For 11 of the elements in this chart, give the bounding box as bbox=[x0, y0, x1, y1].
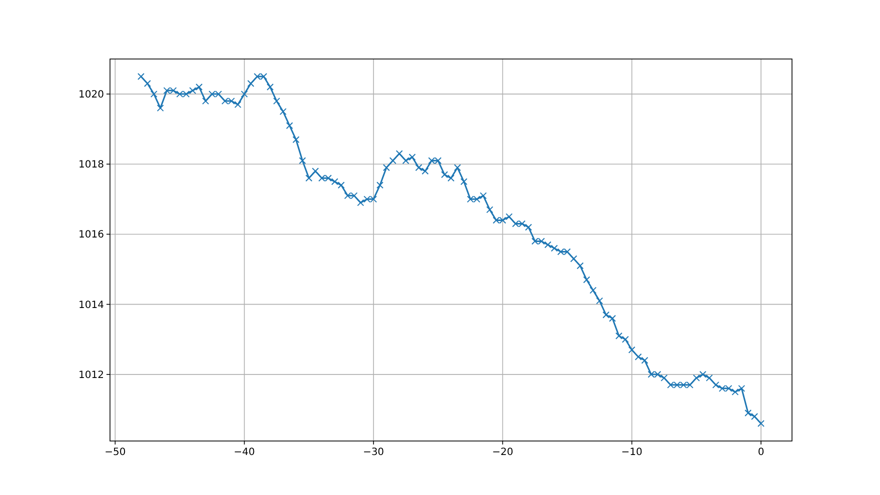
x-tick-label: −30 bbox=[362, 447, 384, 458]
x-tick-label: −50 bbox=[104, 447, 126, 458]
x-tick-label: 0 bbox=[758, 447, 764, 458]
y-tick-label: 1012 bbox=[78, 370, 104, 381]
y-tick-label: 1014 bbox=[78, 300, 104, 311]
y-tick-label: 1016 bbox=[78, 230, 104, 241]
y-tick-label: 1020 bbox=[78, 90, 104, 101]
x-tick-label: −20 bbox=[492, 447, 514, 458]
y-tick-label: 1018 bbox=[78, 160, 104, 171]
x-tick-label: −40 bbox=[234, 447, 255, 458]
x-tick-label: −10 bbox=[621, 447, 642, 458]
